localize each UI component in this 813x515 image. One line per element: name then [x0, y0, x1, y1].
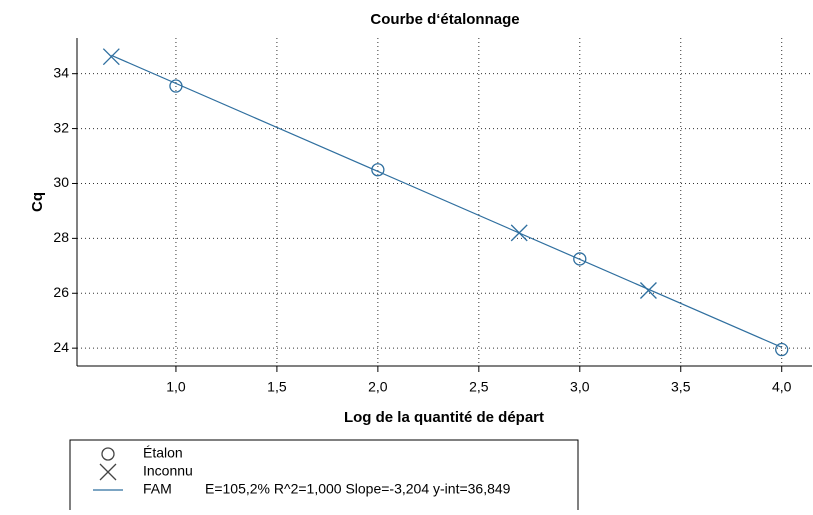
- x-tick-label: 3,5: [671, 379, 691, 395]
- x-tick-label: 4,0: [772, 379, 792, 395]
- y-tick-label: 26: [53, 284, 69, 300]
- legend-swatch: [101, 447, 115, 461]
- y-tick-label: 24: [53, 339, 69, 355]
- legend-label: Inconnu: [143, 463, 193, 479]
- point: [371, 163, 385, 177]
- legend-annotation: E=105,2% R^2=1,000 Slope=-3,204 y-int=36…: [205, 481, 511, 497]
- y-tick-label: 32: [53, 119, 69, 135]
- legend-box: [69, 439, 579, 515]
- x-tick-label: 3,0: [570, 379, 590, 395]
- fit-line: [111, 54, 782, 348]
- y-axis-label: Cq: [29, 192, 46, 212]
- x-tick-label: 1,0: [166, 379, 186, 395]
- x-tick-label: 2,5: [469, 379, 489, 395]
- point: [102, 48, 120, 66]
- x-tick-label: 1,5: [267, 379, 287, 395]
- x-axis-label: Log de la quantité de départ: [344, 409, 544, 426]
- legend-swatch: [99, 463, 117, 481]
- y-tick-label: 30: [53, 174, 69, 190]
- point: [775, 342, 789, 357]
- x-tick-label: 2,0: [368, 379, 388, 395]
- point: [639, 282, 657, 299]
- legend-label: FAM: [143, 481, 172, 497]
- chart-title: Courbe d‘étalonnage: [370, 11, 519, 28]
- legend-label: Étalon: [143, 445, 183, 461]
- y-tick-label: 28: [53, 229, 69, 245]
- y-tick-label: 34: [53, 64, 69, 80]
- point: [573, 252, 587, 266]
